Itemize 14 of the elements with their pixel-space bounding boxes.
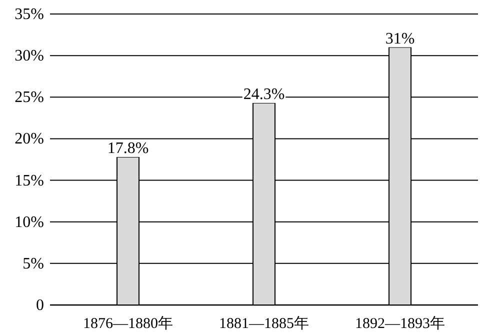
- y-tick-label: 15%: [14, 172, 44, 190]
- y-tick-label: 20%: [14, 130, 44, 148]
- x-tick-label: 1876—1880年: [83, 315, 173, 332]
- y-tick-label: 25%: [14, 89, 44, 106]
- x-tick-label: 1892—1893年: [355, 315, 445, 332]
- y-tick-label: 5%: [22, 255, 44, 272]
- data-label: 17.8%: [107, 140, 149, 158]
- y-tick-label: 35%: [14, 6, 44, 23]
- x-tick-label: 1881—1885年: [219, 315, 309, 332]
- y-tick-label: 10%: [14, 214, 44, 231]
- y-tick-label: 30%: [14, 48, 44, 65]
- y-tick-label: 0: [36, 297, 44, 314]
- data-label: 31%: [385, 30, 415, 48]
- data-label: 24.3%: [243, 86, 285, 103]
